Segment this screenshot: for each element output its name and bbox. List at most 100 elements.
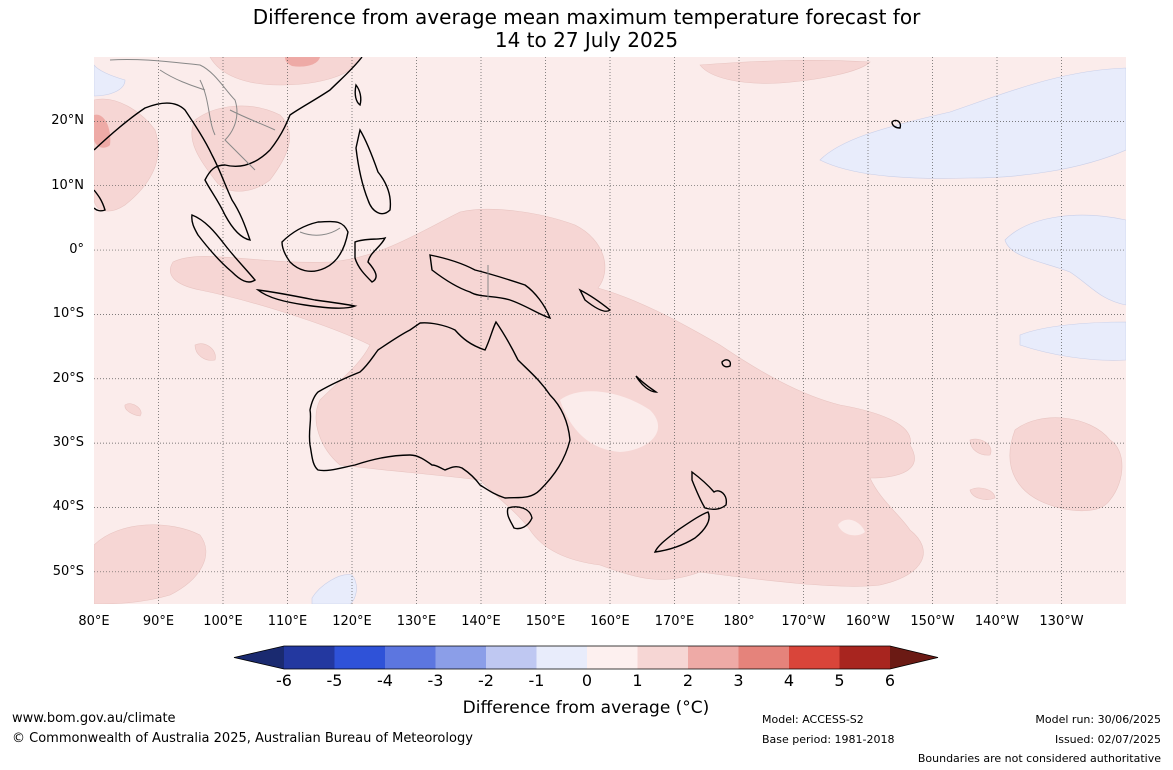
lon-tick-label: 150°W [910,614,955,629]
map-title-line2: 14 to 27 July 2025 [494,28,679,52]
colorbar-segment [738,646,790,669]
anomaly-region-southern-ocean-west [94,524,207,604]
colorbar-segment [435,646,487,669]
coast-sulawesi [354,236,387,283]
colorbar-tick-label: -6 [276,671,292,690]
lat-tick-label: 10°N [51,177,84,193]
anomaly-region-hole-sw-pacific [838,519,865,536]
colorbar-tick-label: 5 [834,671,845,690]
colorbar-segment [284,646,335,669]
coast-fiji [721,359,732,368]
coastlines [94,57,902,553]
anomaly-region-cool-north-pacific [819,67,1126,179]
colorbar-tick-label: 0 [581,671,593,690]
anomaly-region-small-3 [969,487,996,500]
anomaly-region-small-2 [124,403,142,417]
base-period: Base period: 1981-2018 [762,733,895,746]
colorbar-tick-label: -3 [427,671,444,690]
lat-tick-label: 20°N [51,113,84,129]
anomaly-region-east-pacific [1009,417,1123,512]
coast-sumatra [191,214,257,283]
colorbar-title: Difference from average (°C) [462,698,710,718]
lon-tick-label: 170°E [654,614,695,629]
colorbar-tick-label: -5 [326,671,343,690]
coast-solomon-islands [578,288,612,312]
colorbar-segment [637,646,689,669]
lon-tick-label: 150°E [525,614,566,629]
coast-mainland-se-asia [94,57,363,241]
country-borders [109,58,489,300]
colorbar-segment [587,646,638,669]
lon-tick-label: 130°W [1039,614,1084,629]
colorbar-tick-label: -4 [377,671,393,690]
anomaly-region-cool-southern-ocean [311,574,357,604]
lon-tick-label: 100°E [203,614,243,629]
lon-tick-label: 140°E [461,614,501,629]
anomaly-region-cool-equatorial-pacific [1004,214,1126,306]
coast-hawaii [891,119,902,129]
grid-lines [94,57,1126,604]
anomaly-shading [94,57,1126,604]
lat-tick-label: 10°S [52,306,84,322]
issued-date: Issued: 02/07/2025 [1054,733,1161,746]
coast-taiwan [354,83,362,107]
colorbar-tick-label: 2 [682,671,694,690]
border-mainland-asia [109,58,276,171]
border-borneo [299,227,341,236]
coast-new-guinea [429,254,552,320]
model-name: Model: ACCESS-S2 [762,713,864,726]
lon-tick-label: 130°E [396,614,437,629]
lon-tick-label: 110°E [267,614,308,629]
coast-australia [308,320,571,499]
copyright-text: © Commonwealth of Australia 2025, Austra… [12,731,473,746]
colorbar-tick-label: -2 [478,671,494,690]
colorbar-segment [688,646,739,669]
coast-tasmania [506,506,533,530]
anomaly-region-cool-west [94,64,126,97]
lon-tick-label: 160°E [590,614,630,629]
colorbar-tick-label: 3 [733,671,744,690]
colorbar-tick-label: 4 [783,671,795,690]
anomaly-region-north-pacific [699,60,871,84]
anomaly-region-small-1 [194,343,216,361]
colorbar-tick-label: -1 [528,671,545,690]
website-link[interactable]: www.bom.gov.au/climate [12,711,176,726]
anomaly-region-cool-southeast-pacific [1019,321,1126,361]
model-run-date: Model run: 30/06/2025 [1035,713,1161,726]
lat-tick-label: 20°S [52,370,84,386]
anomaly-region-strong-china [285,57,320,67]
coast-new-zealand-south [653,511,710,553]
lon-tick-label: 90°E [142,614,175,629]
lat-tick-label: 50°S [52,563,84,579]
lon-tick-label: 80°E [78,614,110,629]
colorbar-segment [486,646,537,669]
coast-java [255,289,358,309]
lon-tick-label: 120°E [332,614,372,629]
anomaly-region-se-asia [191,105,290,192]
lat-tick-label: 40°S [52,499,84,515]
colorbar-low-extension [234,646,284,669]
coast-philippines [355,128,392,215]
lon-tick-label: 160°W [845,614,891,629]
colorbar-segment [536,646,588,669]
coast-new-caledonia [635,375,659,393]
lon-tick-label: 170°W [781,614,826,629]
colorbar-segment [839,646,891,669]
colorbar-high-extension [890,646,938,669]
colorbar-segment [789,646,840,669]
colorbar-tick-label: 1 [632,671,643,690]
boundaries-disclaimer: Boundaries are not considered authoritat… [917,752,1161,765]
anomaly-region-australia-pacific [170,208,924,587]
lon-tick-label: 180° [723,614,755,629]
lon-tick-label: 140°W [974,614,1020,629]
map-title-line1: Difference from average mean maximum tem… [252,5,921,29]
lat-tick-label: 0° [69,242,84,258]
anomaly-region-hole-tasman [560,391,659,452]
coast-india-east [94,189,106,212]
colorbar-tick-label: 6 [884,671,896,690]
colorbar-segment [385,646,436,669]
colorbar-segment [334,646,386,669]
colorbar-outline [233,645,939,670]
